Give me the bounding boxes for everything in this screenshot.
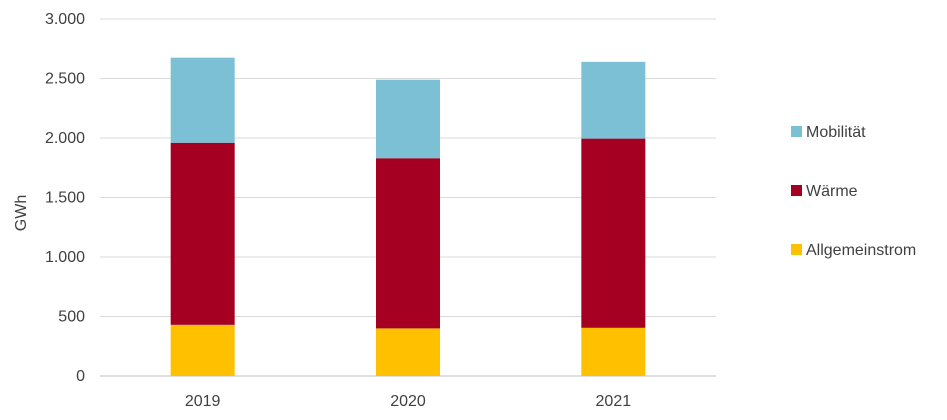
legend-label: Wärme (806, 183, 858, 200)
y-tick-label: 2.000 (45, 130, 85, 147)
y-axis-label: GWh (13, 195, 30, 231)
y-tick-label: 500 (58, 309, 85, 326)
bar-segment-allgemeinstrom-2021 (581, 327, 646, 376)
bar-segment-mobilitt-2019 (170, 57, 235, 143)
bar-segment-wrme-2021 (581, 138, 646, 328)
x-tick-label: 2021 (596, 393, 632, 410)
y-tick-label: 3.000 (45, 11, 85, 28)
legend-swatch (791, 185, 802, 196)
y-tick-label: 1.000 (45, 249, 85, 266)
bar-segment-allgemeinstrom-2020 (376, 328, 440, 376)
legend-label: Mobilität (806, 124, 866, 141)
legend-swatch (791, 126, 802, 137)
legend-label: Allgemeinstrom (806, 242, 916, 259)
y-axis-ticks: 0 500 1.000 1.500 2.000 2.500 3.000 (45, 11, 85, 385)
y-tick-label: 2.500 (45, 71, 85, 88)
y-tick-label: 1.500 (45, 190, 85, 207)
legend-swatch (791, 244, 802, 255)
bar-segment-wrme-2020 (376, 158, 440, 329)
bar-segment-wrme-2019 (170, 142, 235, 325)
x-axis-ticks: 2019 2020 2021 (185, 393, 631, 410)
legend: Mobilität Wärme Allgemeinstrom (791, 124, 916, 259)
y-tick-label: 0 (76, 368, 85, 385)
bar-segment-mobilitt-2021 (581, 61, 646, 139)
x-tick-label: 2020 (390, 393, 426, 410)
bars (170, 57, 646, 376)
x-tick-label: 2019 (185, 393, 221, 410)
bar-segment-allgemeinstrom-2019 (170, 324, 235, 376)
bar-segment-mobilitt-2020 (376, 79, 440, 159)
